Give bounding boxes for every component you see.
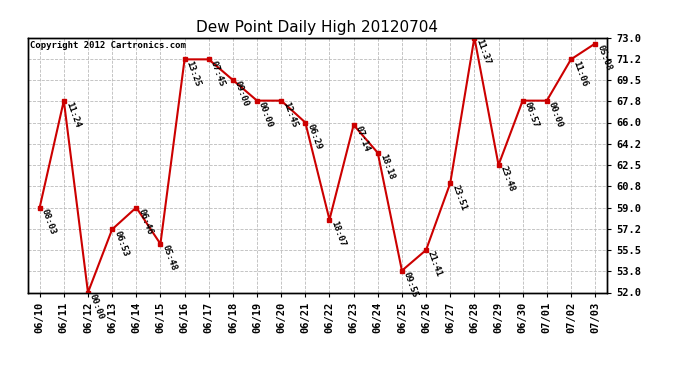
Text: 11:24: 11:24 <box>63 100 81 129</box>
Text: 00:00: 00:00 <box>546 100 564 129</box>
Text: 09:55: 09:55 <box>402 271 420 299</box>
Text: 06:57: 06:57 <box>523 100 540 129</box>
Text: 18:18: 18:18 <box>378 153 395 181</box>
Text: 21:41: 21:41 <box>426 250 444 278</box>
Text: 11:06: 11:06 <box>571 59 589 88</box>
Text: 05:48: 05:48 <box>160 244 178 272</box>
Text: 06:46: 06:46 <box>136 207 154 236</box>
Text: 00:00: 00:00 <box>257 100 275 129</box>
Title: Dew Point Daily High 20120704: Dew Point Daily High 20120704 <box>197 20 438 35</box>
Text: 11:37: 11:37 <box>475 38 492 66</box>
Text: 12:45: 12:45 <box>282 100 299 129</box>
Text: 23:51: 23:51 <box>450 183 468 211</box>
Text: 08:03: 08:03 <box>39 207 57 236</box>
Text: 18:07: 18:07 <box>330 220 347 248</box>
Text: 13:25: 13:25 <box>184 59 202 88</box>
Text: 06:53: 06:53 <box>112 230 130 258</box>
Text: 07:14: 07:14 <box>353 125 371 153</box>
Text: Copyright 2012 Cartronics.com: Copyright 2012 Cartronics.com <box>30 41 186 50</box>
Text: 00:00: 00:00 <box>88 292 106 321</box>
Text: 05:08: 05:08 <box>595 44 613 72</box>
Text: 23:48: 23:48 <box>498 165 516 194</box>
Text: 06:29: 06:29 <box>305 123 323 151</box>
Text: 07:45: 07:45 <box>208 59 226 88</box>
Text: 09:00: 09:00 <box>233 80 250 108</box>
